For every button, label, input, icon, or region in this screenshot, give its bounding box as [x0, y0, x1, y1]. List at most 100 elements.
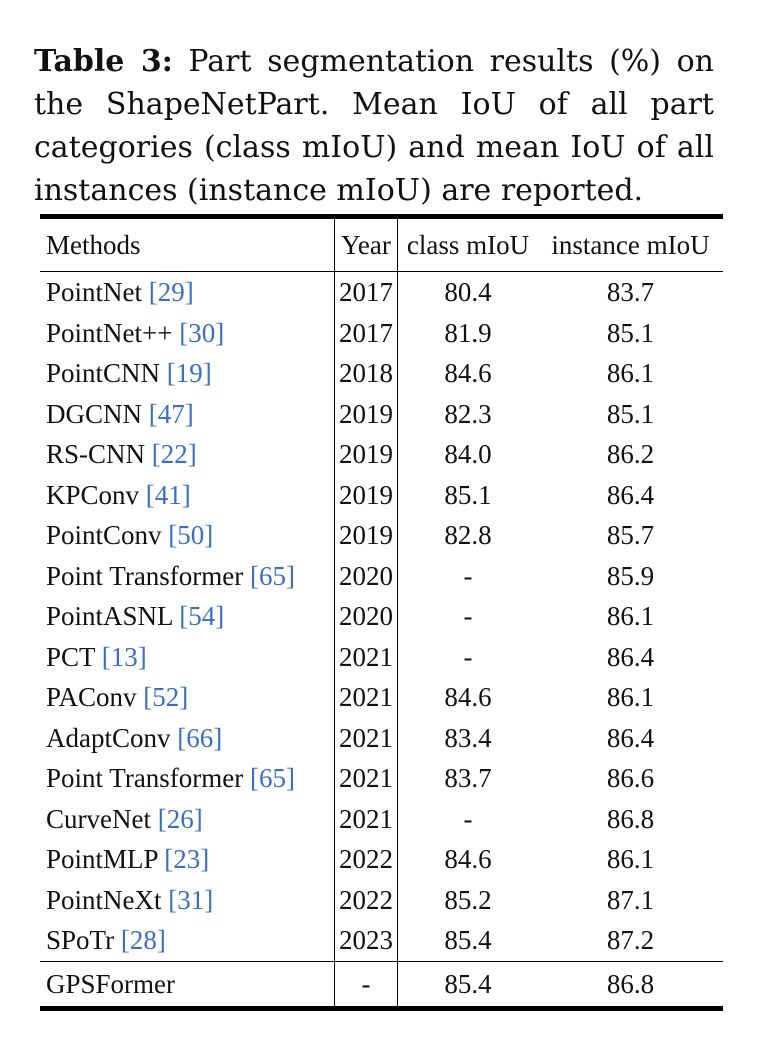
- method-cell: PointASNL [54]: [40, 596, 335, 637]
- class-miou-cell: 84.0: [444, 439, 492, 469]
- year-cell: -: [334, 960, 398, 1006]
- method-name: Point Transformer: [46, 763, 251, 793]
- year-cell: 2020: [334, 596, 398, 637]
- year-cell: 2021: [334, 798, 398, 839]
- citation-link[interactable]: [52]: [143, 682, 189, 712]
- method-cell: KPConv [41]: [40, 474, 335, 515]
- year-cell: 2019: [334, 393, 398, 434]
- table-row: SPoTr [28] 2023 85.4 87.2: [40, 920, 723, 961]
- citation-link[interactable]: [65]: [250, 560, 296, 591]
- citation-link[interactable]: [30]: [179, 317, 225, 348]
- table-row: PointASNL [54] 2020-86.1: [40, 596, 723, 637]
- citation-link[interactable]: [31]: [168, 884, 214, 915]
- table-row: PCT [13] 2021 - 86.4: [40, 636, 723, 677]
- method-name: SPoTr: [46, 925, 121, 955]
- citation-link[interactable]: [23]: [164, 844, 210, 874]
- instance-miou-cell: 87.1: [606, 884, 655, 915]
- class-miou-cell: 83.7: [444, 763, 492, 793]
- table-row: PointNet++ [30] 2017 81.9 85.1: [40, 312, 723, 353]
- citation-link[interactable]: [65]: [250, 763, 296, 793]
- citation-link[interactable]: [19]: [166, 358, 212, 388]
- year-cell: 2017: [334, 312, 398, 353]
- year-cell: 2019: [334, 434, 398, 475]
- year-cell: 2021: [334, 677, 398, 718]
- class-miou-cell: 85.4: [444, 925, 492, 955]
- citation-link[interactable]: [28]: [120, 925, 166, 955]
- table-body: PointNet [29] 2017 80.4 83.7 PointNet++ [30]…: [40, 271, 723, 961]
- year-cell: 2021: [334, 636, 398, 677]
- instance-miou-cell: 86.1: [606, 682, 655, 712]
- instance-miou-cell: 85.1: [606, 317, 655, 348]
- year-cell: 2017: [334, 271, 398, 313]
- table-grid: Methods Year class mIoU instance mIoU Po…: [40, 219, 723, 1006]
- class-miou-cell: 85.2: [444, 884, 492, 915]
- year-cell: 2018: [334, 353, 398, 394]
- method-name: DGCNN: [46, 398, 149, 429]
- method-cell: Point Transformer [65]: [40, 555, 335, 596]
- instance-miou-cell: 86.4: [606, 641, 655, 672]
- instance-miou-cell: 85.9: [606, 560, 655, 591]
- citation-link[interactable]: [54]: [179, 601, 225, 631]
- citation-link[interactable]: [66]: [177, 722, 223, 753]
- table-row: PointMLP [23] 2022 84.6 86.1: [40, 839, 723, 880]
- method-name: Point Transformer: [46, 560, 251, 591]
- table-row: PointCNN [19] 2018 84.6 86.1: [40, 353, 723, 394]
- table-caption: Table 3: Part segmentation results (%) o…: [34, 40, 714, 212]
- year-cell: 2021: [334, 717, 398, 758]
- header-methods: Methods: [40, 219, 335, 272]
- method-name: PointNet: [46, 277, 149, 307]
- instance-miou-cell: 86.4: [606, 722, 655, 753]
- table-row: PointNet [29] 2017 80.4 83.7: [40, 271, 723, 313]
- instance-miou-cell: 86.8: [538, 960, 723, 1006]
- method-cell: PointNet [29]: [40, 271, 335, 313]
- citation-link[interactable]: [29]: [148, 277, 194, 307]
- instance-miou-cell: 86.1: [606, 844, 655, 874]
- citation-link[interactable]: [50]: [168, 520, 214, 550]
- class-miou-cell: -: [463, 641, 473, 672]
- year-cell: 2019: [334, 515, 398, 556]
- year-cell: 2019: [334, 474, 398, 515]
- table-row: Point Transformer [65] 2021 83.7 86.6: [40, 758, 723, 799]
- instance-miou-cell: 83.7: [606, 277, 655, 307]
- class-miou-cell: 84.6: [444, 682, 492, 712]
- citation-link[interactable]: [47]: [148, 398, 194, 429]
- method-name: PointNeXt: [46, 884, 169, 915]
- citation-link[interactable]: [41]: [145, 479, 191, 510]
- citation-link[interactable]: [13]: [101, 641, 147, 672]
- year-cell: 2023: [334, 920, 398, 961]
- citation-link[interactable]: [26]: [157, 803, 203, 834]
- instance-miou-cell: 85.1: [606, 398, 655, 429]
- table-row: KPConv [41] 2019 85.1 86.4: [40, 474, 723, 515]
- table-row: PAConv [52] 2021 84.6 86.1: [40, 677, 723, 718]
- instance-miou-cell: 86.4: [606, 479, 655, 510]
- table-row: CurveNet [26] 2021-86.8: [40, 798, 723, 839]
- year-cell: 2022: [334, 839, 398, 880]
- method-name: PointNet++: [46, 317, 180, 348]
- table-row: PointConv [50] 2019 82.8 85.7: [40, 515, 723, 556]
- method-name: RS-CNN: [46, 439, 152, 469]
- method-cell: AdaptConv [66]: [40, 717, 335, 758]
- header-instance-miou: instance mIoU: [538, 219, 723, 272]
- method-cell: SPoTr [28]: [40, 920, 335, 961]
- method-cell: PAConv [52]: [40, 677, 335, 718]
- method-cell: PointConv [50]: [40, 515, 335, 556]
- citation-link[interactable]: [22]: [151, 439, 197, 469]
- method-cell: DGCNN [47]: [40, 393, 335, 434]
- bottom-rule: [40, 1005, 723, 1011]
- header-year: Year: [334, 219, 398, 272]
- class-miou-cell: 85.1: [444, 479, 492, 510]
- method-name: PCT: [46, 641, 102, 672]
- instance-miou-cell: 86.2: [606, 439, 655, 469]
- class-miou-cell: 83.4: [444, 722, 492, 753]
- class-miou-cell: 81.9: [444, 317, 492, 348]
- table-row: AdaptConv [66] 2021 83.4 86.4: [40, 717, 723, 758]
- method-name: PointASNL: [46, 601, 180, 631]
- method-name: PointConv: [46, 520, 169, 550]
- class-miou-cell: 82.8: [444, 520, 492, 550]
- class-miou-cell: -: [463, 601, 473, 631]
- method-name: PointCNN: [46, 358, 167, 388]
- class-miou-cell: 82.3: [444, 398, 492, 429]
- class-miou-cell: 84.6: [444, 358, 492, 388]
- instance-miou-cell: 86.8: [606, 803, 655, 834]
- method-cell: PointMLP [23]: [40, 839, 335, 880]
